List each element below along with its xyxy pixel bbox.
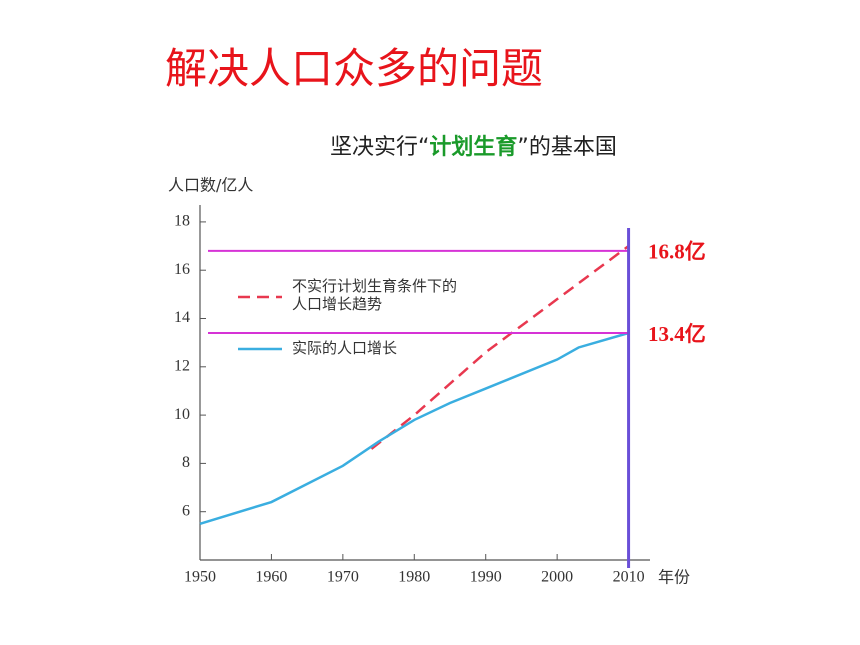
y-tick-label: 12 xyxy=(174,357,190,374)
y-tick-label: 16 xyxy=(174,261,190,278)
subtitle-highlight: 计划生育 xyxy=(429,134,517,160)
x-tick-label: 1950 xyxy=(184,569,216,586)
x-tick-label: 1980 xyxy=(398,569,430,586)
subtitle-text: ”的基本国 xyxy=(517,135,616,160)
x-tick-label: 1960 xyxy=(255,569,287,586)
data-line xyxy=(370,245,630,450)
reference-label: 16.8亿 xyxy=(648,240,706,264)
x-axis-label: 年份 xyxy=(658,568,690,587)
y-tick-label: 6 xyxy=(182,502,190,519)
data-line xyxy=(199,331,629,525)
y-tick-label: 8 xyxy=(182,454,190,471)
x-tick-label: 2010 xyxy=(613,569,645,586)
legend-label: 实际的人口增长 xyxy=(292,339,398,357)
slide-title: 解决人口众多的问题 xyxy=(165,44,543,93)
subtitle-text: 坚决实行“ xyxy=(330,135,429,160)
reference-label: 13.4亿 xyxy=(648,322,706,346)
legend-label: 不实行计划生育条件下的人口增长趋势 xyxy=(292,277,458,313)
y-tick-label: 14 xyxy=(174,309,190,326)
subtitle: 坚决实行“计划生育”的基本国 xyxy=(330,134,617,160)
y-axis-label: 人口数/亿人 xyxy=(168,176,253,195)
y-tick-label: 10 xyxy=(174,406,190,423)
x-tick-label: 1970 xyxy=(327,569,359,586)
x-tick-label: 1990 xyxy=(470,569,502,586)
x-tick-label: 2000 xyxy=(541,569,573,586)
y-tick-label: 18 xyxy=(174,213,190,230)
